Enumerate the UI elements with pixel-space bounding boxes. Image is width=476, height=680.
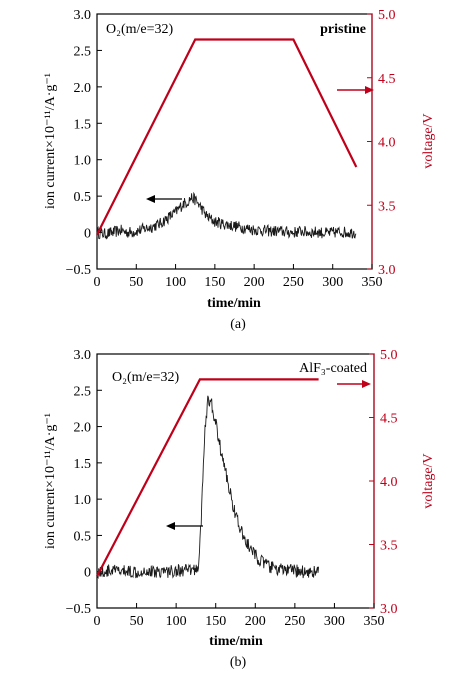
y2-tick-label: 4.0	[380, 475, 398, 490]
x-tick-label: 350	[364, 614, 385, 629]
arrow-right-a	[337, 86, 374, 94]
y-tick-label: 0	[84, 566, 91, 581]
y2-axis-label-b: voltage/V	[421, 453, 436, 508]
y-ticks-a: −0.5 0 0.5 1.0 1.5 2.0 2.5 3.0	[66, 8, 102, 278]
y-ticks-b: −0.5 0 0.5 1.0 1.5 2.0 2.5 3.0	[66, 348, 102, 617]
plot-frame-b	[96, 353, 375, 609]
x-tick-label: 150	[204, 275, 225, 290]
x-tick-label: 300	[324, 614, 345, 629]
panel-b: 0 50 100 150 200 250 300 350 −0.500.51.01.52.02…	[43, 348, 436, 670]
arrow-left-b	[166, 522, 203, 530]
x-tick-label: 100	[165, 275, 186, 290]
y-tick-label: −0.5	[66, 263, 91, 278]
y-tick-label: 1.5	[74, 457, 92, 472]
y-tick-label: 0	[84, 227, 91, 242]
y2-tick-label: 5.0	[380, 348, 398, 363]
y2-axis-label-a: voltage/V	[421, 113, 436, 168]
y-tick-label: −0.5	[66, 602, 91, 617]
x-tick-label: 250	[284, 614, 305, 629]
y-tick-label: 3.0	[74, 8, 92, 23]
annotation-species-b: O₂(m/e=32)	[112, 370, 180, 385]
y2-tick-label: 4.5	[380, 412, 398, 427]
y-tick-label: 1.0	[74, 154, 92, 169]
y2-tick-label: 4.5	[378, 72, 396, 87]
x-tick-label: 150	[205, 614, 226, 629]
panel-caption-b: (b)	[230, 655, 247, 670]
y2-tick-label: 3.0	[378, 263, 396, 278]
y2-ticks-a: 3.0 3.5 4.0 4.5 5.0	[367, 8, 396, 278]
y-axis-label-b: ion current×10⁻¹¹/A·g⁻¹	[43, 413, 58, 549]
y-axis-label-a: ion current×10⁻¹¹/A·g⁻¹	[43, 73, 58, 209]
x-tick-label: 250	[283, 275, 304, 290]
x-axis-label-a: time/min	[207, 296, 261, 311]
x-ticks-a: 0 50 100 150 200 250 300 350	[94, 264, 383, 290]
y2-tick-label: 4.0	[378, 136, 396, 151]
x-axis-label-b: time/min	[209, 634, 263, 649]
x-tick-label: 200	[244, 275, 265, 290]
annotation-species-a: O₂(m/e=32)	[106, 22, 174, 37]
panel-caption-a: (a)	[230, 317, 246, 332]
panel-a: 0 50 100 150 200 250 300 350 −0.500.51.01.52.02…	[43, 8, 436, 332]
y-tick-label: 0.5	[74, 190, 92, 205]
y-tick-label: 3.0	[74, 348, 92, 363]
y-tick-label: 0.5	[74, 529, 92, 544]
x-ticks-b: 0 50 100 150 200 250 300 350	[94, 603, 385, 629]
annotation-sample-b: AlF₃-coated	[299, 361, 367, 376]
y2-tick-label: 3.0	[380, 602, 398, 617]
series-voltage-a	[96, 38, 358, 236]
x-tick-label: 350	[362, 275, 383, 290]
x-tick-label: 300	[322, 275, 343, 290]
x-tick-label: 50	[129, 275, 143, 290]
series-ion-current-b	[96, 395, 320, 580]
y2-tick-label: 3.5	[380, 539, 398, 554]
y2-tick-label: 5.0	[378, 8, 396, 23]
x-tick-label: 100	[166, 614, 187, 629]
y-tick-label: 2.5	[74, 44, 92, 59]
y-tick-label: 2.0	[74, 81, 92, 96]
y-tick-label: 2.0	[74, 421, 92, 436]
series-ion-current-a	[96, 191, 357, 240]
x-tick-label: 50	[130, 614, 144, 629]
x-tick-label: 0	[94, 614, 101, 629]
y-tick-label: 2.5	[74, 384, 92, 399]
arrow-right-b	[337, 380, 371, 388]
arrow-left-a	[146, 195, 182, 203]
annotation-sample-a: pristine	[320, 22, 366, 37]
x-tick-label: 200	[245, 614, 266, 629]
x-tick-label: 0	[94, 275, 101, 290]
y-tick-label: 1.5	[74, 117, 92, 132]
y2-ticks-b: 3.0 3.5 4.0 4.5 5.0	[369, 348, 398, 617]
y-tick-label: 1.0	[74, 493, 92, 508]
y2-tick-label: 3.5	[378, 199, 396, 214]
series-voltage-b	[96, 378, 319, 577]
